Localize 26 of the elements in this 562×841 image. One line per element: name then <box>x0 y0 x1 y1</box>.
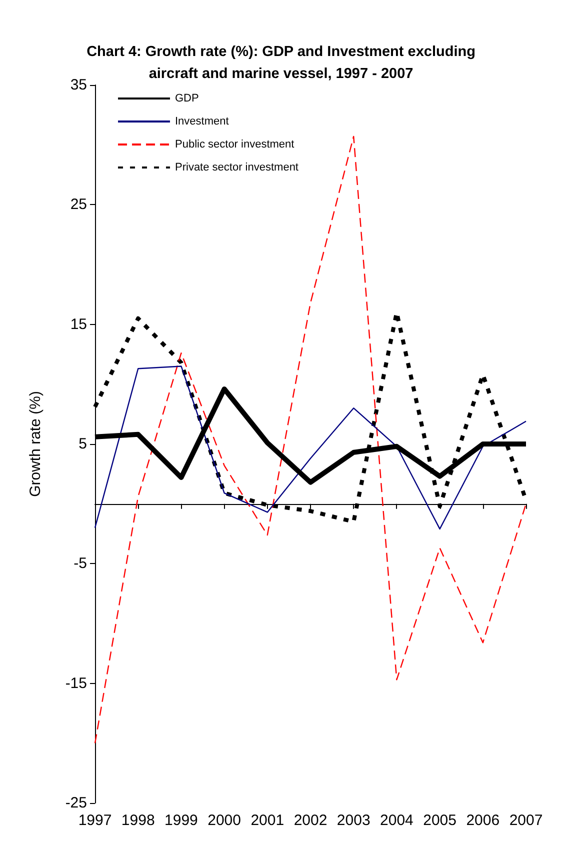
legend-label: Investment <box>175 116 229 128</box>
chart-title: Chart 4: Growth rate (%): GDP and Investment excluding aircraft and marine vessel, 1997 - 2007 <box>86 44 476 82</box>
x-tick-label: 2001 <box>250 812 284 829</box>
line-series <box>94 366 527 530</box>
y-tick-label: 15 <box>70 316 87 333</box>
y-axis-title: Growth rate (%) <box>27 391 44 497</box>
y-tick-label: -15 <box>65 674 87 692</box>
y-tick-label: -5 <box>74 555 87 572</box>
x-tick-label: 2007 <box>509 812 543 829</box>
x-tick-label: 1999 <box>164 812 198 829</box>
x-tick-label: 2000 <box>208 812 241 829</box>
y-tick-label: -25 <box>65 794 87 812</box>
x-tick-label: 2002 <box>294 812 328 829</box>
x-tick-label: 2004 <box>380 812 414 829</box>
x-tick-label: 2003 <box>336 812 370 829</box>
x-tick-label: 1997 <box>78 812 112 829</box>
legend-label: Public sector investment <box>175 138 294 150</box>
legend-label: GDP <box>175 92 199 104</box>
legend-label: Private sector investment <box>175 162 298 174</box>
x-tick-label: 1998 <box>121 812 155 829</box>
y-tick-label: 25 <box>70 196 87 214</box>
x-tick-label: 2005 <box>423 812 456 829</box>
y-tick-label: 35 <box>70 76 87 94</box>
y-tick-label: 5 <box>78 436 87 452</box>
line-series <box>94 136 527 744</box>
x-tick-label: 2006 <box>466 812 500 829</box>
